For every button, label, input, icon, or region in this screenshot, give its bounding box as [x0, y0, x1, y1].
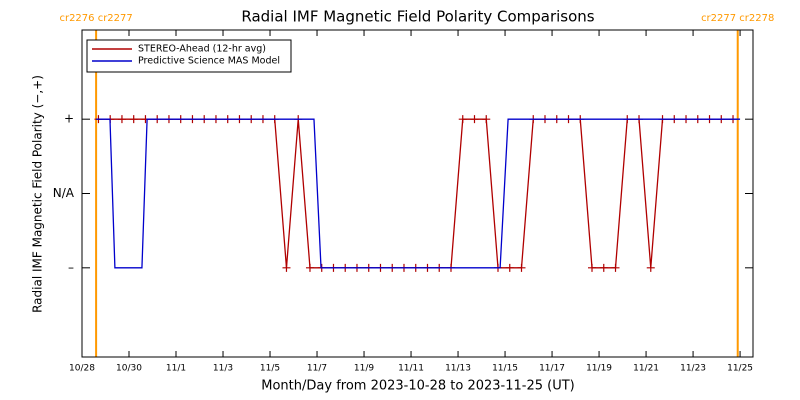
data-point	[117, 115, 126, 124]
data-point	[482, 115, 491, 124]
chart-title: Radial IMF Magnetic Field Polarity Compa…	[241, 8, 594, 26]
data-point	[517, 263, 526, 272]
y-tick-label: –	[68, 260, 74, 274]
x-tick-label: 11/25	[727, 364, 753, 374]
x-tick-label: 11/21	[633, 364, 659, 374]
data-point	[282, 263, 291, 272]
series-line	[96, 118, 741, 269]
x-tick-label: 11/5	[260, 364, 280, 374]
x-tick-label: 11/15	[492, 364, 518, 374]
annotation-label: cr2276 cr2277	[59, 13, 132, 24]
data-point	[305, 263, 314, 272]
x-tick-label: 11/9	[354, 364, 374, 374]
annotation-label: cr2277 cr2278	[701, 13, 774, 24]
data-point	[470, 115, 479, 124]
x-tick-label: 11/1	[166, 364, 186, 374]
x-tick-label: 11/3	[213, 364, 233, 374]
data-point	[599, 263, 608, 272]
data-point	[129, 115, 138, 124]
x-tick-label: 11/11	[398, 364, 424, 374]
x-tick-label: 11/23	[680, 364, 706, 374]
x-tick-label: 11/7	[307, 364, 327, 374]
x-tick-label: 10/30	[116, 364, 142, 374]
y-tick-label: N/A	[53, 186, 75, 200]
x-tick-label: 11/13	[445, 364, 471, 374]
x-axis-label: Month/Day from 2023-10-28 to 2023-11-25 …	[261, 379, 574, 394]
x-tick-label: 11/17	[539, 364, 565, 374]
legend-box	[86, 39, 292, 73]
legend-label: Predictive Science MAS Model	[138, 56, 280, 67]
y-tick-label: +	[64, 112, 74, 126]
y-axis-label: Radial IMF Magnetic Field Polarity (−,+)	[31, 75, 45, 313]
data-point	[646, 263, 655, 272]
data-point	[505, 263, 514, 272]
x-tick-label: 10/28	[69, 364, 95, 374]
x-tick-label: 11/19	[586, 364, 612, 374]
data-point	[588, 263, 597, 272]
data-point	[458, 115, 467, 124]
data-point	[611, 263, 620, 272]
legend-label: STEREO-Ahead (12-hr avg)	[138, 44, 266, 55]
